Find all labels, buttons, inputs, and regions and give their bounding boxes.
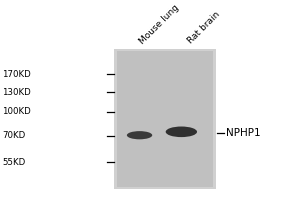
Bar — [114, 49, 216, 189]
Ellipse shape — [127, 131, 152, 139]
Text: Mouse lung: Mouse lung — [138, 2, 181, 46]
Text: 70KD: 70KD — [2, 131, 26, 140]
Text: 55KD: 55KD — [2, 158, 26, 167]
Text: 100KD: 100KD — [2, 107, 31, 116]
Text: 170KD: 170KD — [2, 70, 31, 79]
Bar — [117, 51, 213, 187]
Text: NPHP1: NPHP1 — [226, 128, 261, 138]
Text: Rat brain: Rat brain — [186, 10, 221, 46]
Text: 130KD: 130KD — [2, 88, 31, 97]
Ellipse shape — [166, 127, 197, 137]
